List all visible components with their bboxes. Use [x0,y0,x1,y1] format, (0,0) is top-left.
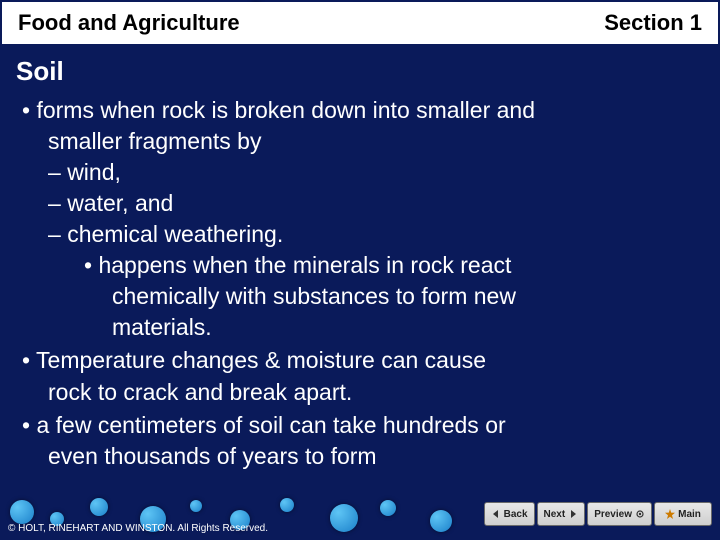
bullet-text: chemical weathering. [67,221,283,247]
bullet-text: a few centimeters of soil can take hundr… [36,412,505,438]
nav-bar: Back Next Preview Main [484,502,712,526]
bullet-level3-cont: chemically with substances to form new [16,281,708,312]
bullet-level1: a few centimeters of soil can take hundr… [16,410,708,441]
nav-label: Preview [594,509,632,520]
slide-title: Soil [16,54,708,89]
copyright-text: © HOLT, RINEHART AND WINSTON. All Rights… [8,523,268,534]
slide: Food and Agriculture Section 1 Soil form… [0,0,720,540]
bullet-text: forms when rock is broken down into smal… [36,97,535,123]
bullet-level2: water, and [16,188,708,219]
header-title-right: Section 1 [604,10,702,36]
bullet-text: wind, [67,159,121,185]
content-area: Soil forms when rock is broken down into… [16,54,708,472]
back-button[interactable]: Back [484,502,535,526]
bullet-level3-cont: materials. [16,312,708,343]
bullet-level2: wind, [16,157,708,188]
nav-label: Main [678,509,701,520]
bullet-text: water, and [67,190,173,216]
star-icon [665,509,675,519]
bullet-level1-cont: smaller fragments by [16,126,708,157]
preview-button[interactable]: Preview [587,502,652,526]
eye-icon [635,509,645,519]
bullet-level3: happens when the minerals in rock react [16,250,708,281]
header-title-left: Food and Agriculture [18,10,240,36]
bullet-level2: chemical weathering. [16,219,708,250]
nav-label: Next [544,509,566,520]
nav-label: Back [504,509,528,520]
bullet-level1-cont: rock to crack and break apart. [16,377,708,408]
bullet-level1: Temperature changes & moisture can cause [16,345,708,376]
header-bar: Food and Agriculture Section 1 [2,2,718,44]
main-button[interactable]: Main [654,502,712,526]
bullet-level1: forms when rock is broken down into smal… [16,95,708,126]
bullet-level1-cont: even thousands of years to form [16,441,708,472]
bullet-text: happens when the minerals in rock react [98,252,511,278]
bullet-text: Temperature changes & moisture can cause [36,347,486,373]
arrow-left-icon [491,509,501,519]
arrow-right-icon [568,509,578,519]
next-button[interactable]: Next [537,502,586,526]
